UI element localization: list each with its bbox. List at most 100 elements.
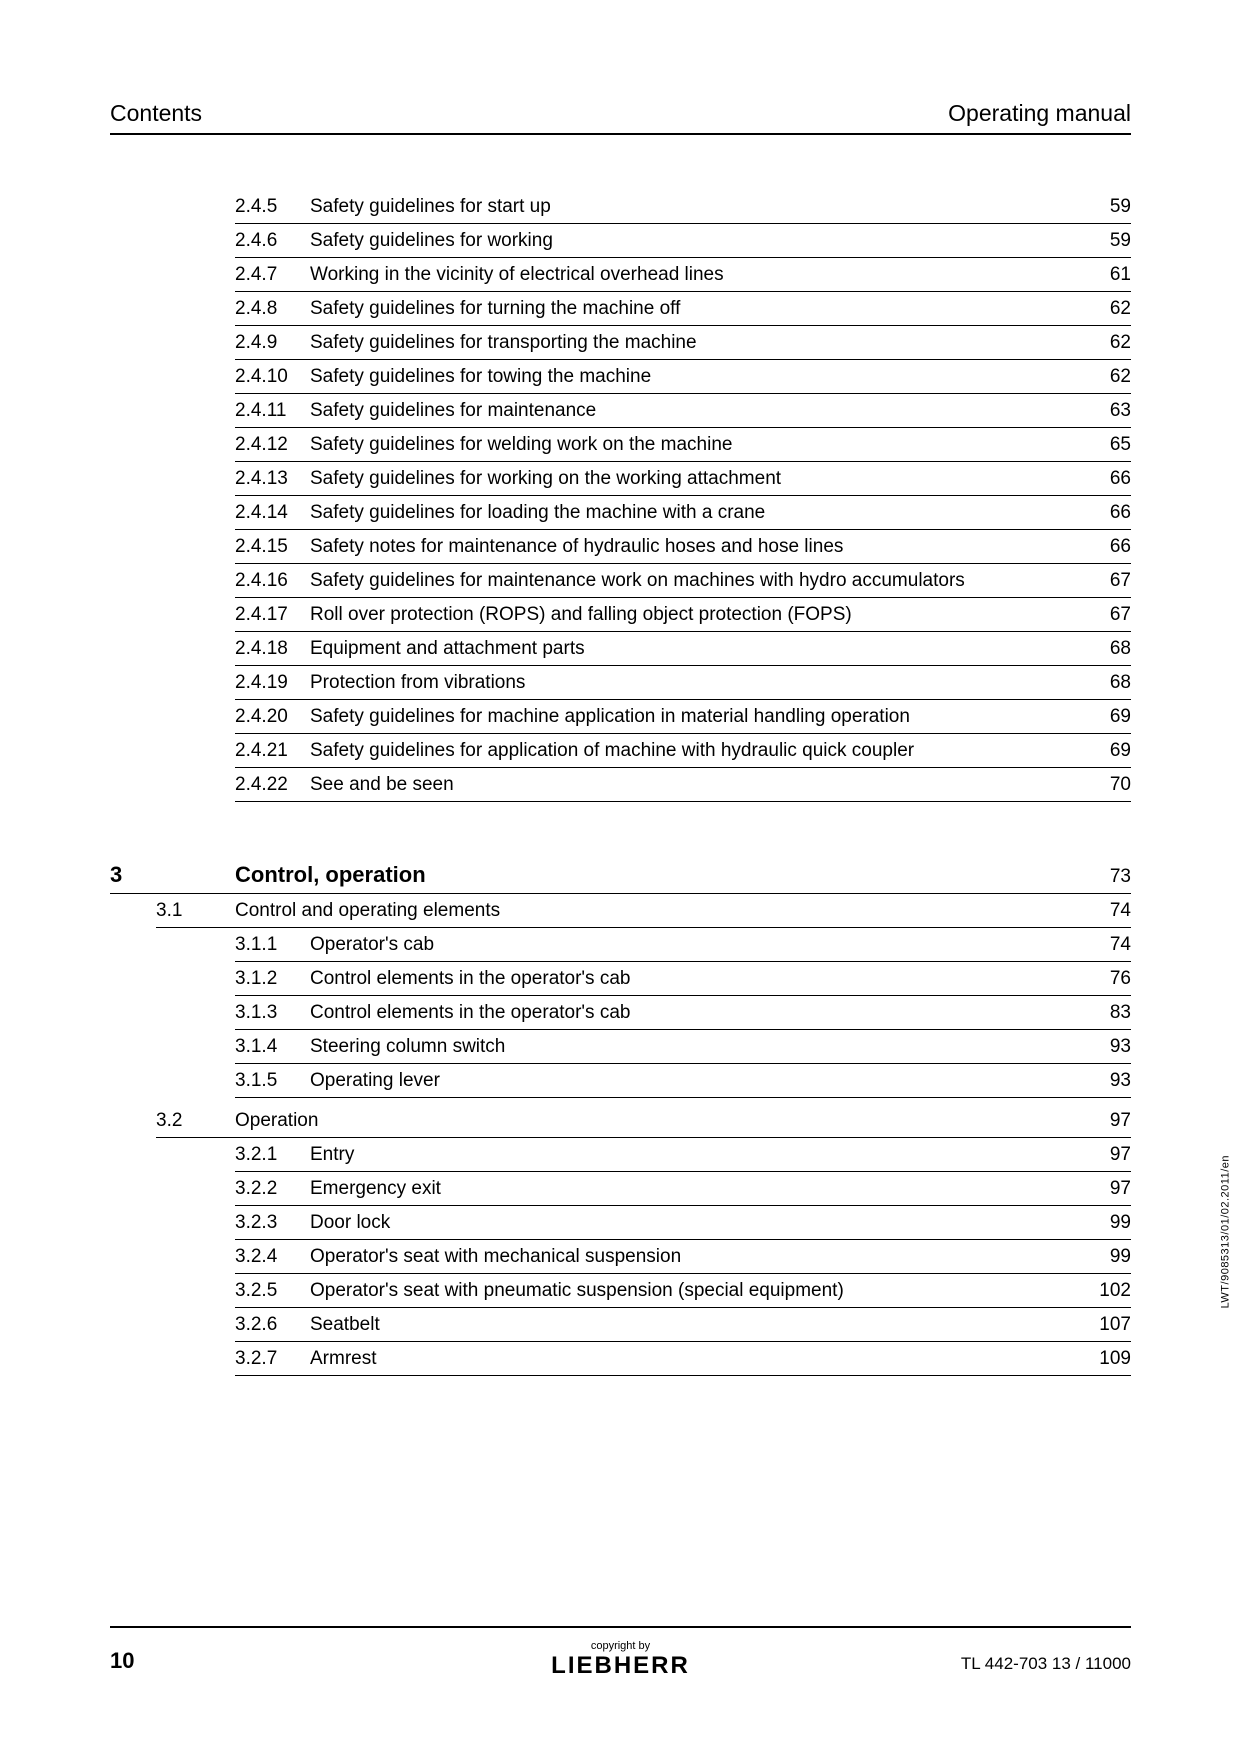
toc-entry-number: 2.4.10: [235, 366, 310, 388]
toc-group-3-1: 3.1.1Operator's cab74 3.1.2Control elemen…: [235, 928, 1131, 1098]
toc-entry-number: 2.4.12: [235, 434, 310, 456]
toc-row: 2.4.8Safety guidelines for turning the m…: [235, 292, 1131, 326]
page-container: Contents Operating manual 2.4.5Safety gu…: [0, 0, 1241, 1754]
toc-entry-page: 65: [1091, 434, 1131, 456]
toc-entry-number: 3.1.4: [235, 1036, 310, 1058]
toc-entry-page: 63: [1091, 400, 1131, 422]
toc-entry-number: 2.4.17: [235, 604, 310, 626]
toc-entry-page: 62: [1091, 298, 1131, 320]
footer-brand: LIEBHERR: [551, 1652, 690, 1680]
toc-entry-page: 76: [1091, 968, 1131, 990]
toc-entry-page: 69: [1091, 740, 1131, 762]
toc-entry-title: Safety guidelines for turning the machin…: [310, 298, 1091, 320]
toc-entry-title: Working in the vicinity of electrical ov…: [310, 264, 1091, 286]
toc-row: 2.4.7Working in the vicinity of electric…: [235, 258, 1131, 292]
toc-row: 3.1.3Control elements in the operator's …: [235, 996, 1131, 1030]
toc-entry-title: Roll over protection (ROPS) and falling …: [310, 604, 1091, 626]
toc-entry-page: 99: [1091, 1246, 1131, 1268]
toc-entry-number: 2.4.11: [235, 400, 310, 422]
header-manual-label: Operating manual: [948, 100, 1131, 127]
toc-entry-title: Protection from vibrations: [310, 672, 1091, 694]
toc-entry-page: 59: [1091, 196, 1131, 218]
toc-row: 3.1.4Steering column switch93: [235, 1030, 1131, 1064]
toc-entry-title: Safety guidelines for working: [310, 230, 1091, 252]
toc-entry-title: Control elements in the operator's cab: [310, 1002, 1091, 1024]
toc-entry-page: 93: [1091, 1036, 1131, 1058]
toc-entry-page: 74: [1091, 934, 1131, 956]
toc-row: 3.1.5Operating lever93: [235, 1064, 1131, 1098]
toc-row: 2.4.11Safety guidelines for maintenance6…: [235, 394, 1131, 428]
toc-row: 2.4.16Safety guidelines for maintenance …: [235, 564, 1131, 598]
toc-row: 2.4.22See and be seen70: [235, 768, 1131, 802]
toc-entry-page: 68: [1091, 638, 1131, 660]
toc-entry-number: 3.2.5: [235, 1280, 310, 1302]
toc-entry-title: Safety guidelines for working on the wor…: [310, 468, 1091, 490]
toc-row: 2.4.15Safety notes for maintenance of hy…: [235, 530, 1131, 564]
toc-entry-number: 2.4.14: [235, 502, 310, 524]
toc-entry-number: 3.2.2: [235, 1178, 310, 1200]
toc-entry-title: Safety guidelines for welding work on th…: [310, 434, 1091, 456]
toc-entry-number: 2.4.13: [235, 468, 310, 490]
toc-row: 3.2.4Operator's seat with mechanical sus…: [235, 1240, 1131, 1274]
page-footer: 10 copyright by LIEBHERR TL 442-703 13 /…: [110, 1626, 1131, 1674]
toc-entry-page: 66: [1091, 502, 1131, 524]
toc-entry-number: 3.1.5: [235, 1070, 310, 1092]
page-header: Contents Operating manual: [110, 100, 1131, 135]
toc-group-3-2: 3.2.1Entry973.2.2Emergency exit973.2.3Do…: [235, 1138, 1131, 1376]
toc-row: 2.4.20Safety guidelines for machine appl…: [235, 700, 1131, 734]
footer-page-number: 10: [110, 1648, 134, 1674]
toc-row: 3.1.2Control elements in the operator's …: [235, 962, 1131, 996]
toc-entry-number: 3.1.1: [235, 934, 310, 956]
footer-center: copyright by LIEBHERR: [551, 1640, 690, 1680]
section-number: 3.2: [156, 1110, 235, 1132]
toc-row: 2.4.14Safety guidelines for loading the …: [235, 496, 1131, 530]
toc-entry-title: Armrest: [310, 1348, 1091, 1370]
toc-row: 2.4.6Safety guidelines for working59: [235, 224, 1131, 258]
toc-row: 2.4.9Safety guidelines for transporting …: [235, 326, 1131, 360]
chapter-page: 73: [1091, 866, 1131, 888]
toc-entry-number: 2.4.20: [235, 706, 310, 728]
toc-entry-title: Seatbelt: [310, 1314, 1091, 1336]
toc-entry-number: 2.4.9: [235, 332, 310, 354]
toc-entry-number: 2.4.22: [235, 774, 310, 796]
toc-row: 2.4.12Safety guidelines for welding work…: [235, 428, 1131, 462]
toc-entry-title: See and be seen: [310, 774, 1091, 796]
chapter-row-3: 3 Control, operation 73: [110, 852, 1131, 894]
toc-entry-title: Equipment and attachment parts: [310, 638, 1091, 660]
toc-entry-title: Entry: [310, 1144, 1091, 1166]
toc-entry-title: Operating lever: [310, 1070, 1091, 1092]
toc-entry-number: 2.4.8: [235, 298, 310, 320]
section-row-3-2: 3.2 Operation 97: [156, 1104, 1131, 1138]
chapter-number: 3: [110, 862, 156, 888]
toc-entry-number: 2.4.6: [235, 230, 310, 252]
toc-entry-number: 3.1.2: [235, 968, 310, 990]
section-number: 3.1: [156, 900, 235, 922]
toc-entry-title: Safety guidelines for machine applicatio…: [310, 706, 1091, 728]
toc-entry-number: 2.4.15: [235, 536, 310, 558]
section-title: Operation: [235, 1110, 1091, 1132]
toc-entry-page: 69: [1091, 706, 1131, 728]
toc-entry-page: 66: [1091, 536, 1131, 558]
chapter-title: Control, operation: [235, 862, 1091, 888]
toc-entry-number: 3.1.3: [235, 1002, 310, 1024]
toc-entry-page: 62: [1091, 332, 1131, 354]
toc-entry-title: Safety guidelines for transporting the m…: [310, 332, 1091, 354]
toc-entry-title: Steering column switch: [310, 1036, 1091, 1058]
document-code-vertical: LWT/9085313/01/02.2011/en: [1219, 1155, 1231, 1308]
toc-row: 2.4.5Safety guidelines for start up59: [235, 190, 1131, 224]
toc-entry-title: Safety guidelines for towing the machine: [310, 366, 1091, 388]
toc-entry-page: 67: [1091, 604, 1131, 626]
toc-entry-page: 99: [1091, 1212, 1131, 1234]
toc-entry-title: Operator's seat with mechanical suspensi…: [310, 1246, 1091, 1268]
toc-entry-title: Operator's cab: [310, 934, 1091, 956]
toc-entry-page: 61: [1091, 264, 1131, 286]
toc-entry-title: Control elements in the operator's cab: [310, 968, 1091, 990]
toc-row: 2.4.10Safety guidelines for towing the m…: [235, 360, 1131, 394]
header-contents-label: Contents: [110, 100, 202, 127]
toc-entry-number: 2.4.5: [235, 196, 310, 218]
toc-row: 2.4.17Roll over protection (ROPS) and fa…: [235, 598, 1131, 632]
toc-entry-number: 2.4.18: [235, 638, 310, 660]
toc-entry-page: 109: [1091, 1348, 1131, 1370]
toc-entry-page: 102: [1091, 1280, 1131, 1302]
toc-row: 2.4.13Safety guidelines for working on t…: [235, 462, 1131, 496]
